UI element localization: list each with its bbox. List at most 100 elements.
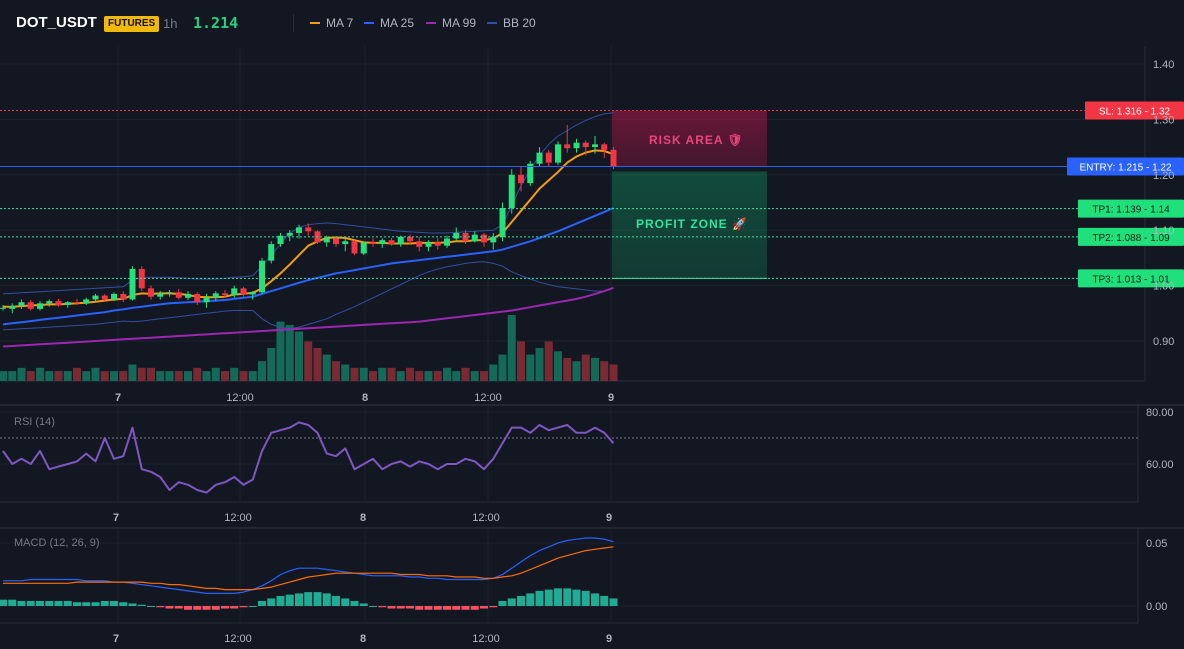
macd-histogram-bar	[452, 606, 461, 610]
legend-bb20[interactable]: BB 20	[487, 16, 536, 30]
macd-histogram-bar	[433, 606, 442, 610]
stop-loss-tag: SL: 1.316 - 1.32	[1099, 107, 1171, 118]
candle-body	[0, 307, 6, 309]
macd-histogram-bar	[174, 606, 183, 609]
macd-title: MACD (12, 26, 9)	[14, 537, 100, 549]
volume-bar	[535, 348, 544, 381]
candle-body	[518, 174, 524, 184]
candle-body	[240, 288, 247, 295]
macd-histogram-bar	[498, 600, 507, 606]
macd-histogram-bar	[332, 595, 340, 606]
candle-body	[55, 301, 62, 305]
risk-area-label: RISK AREA 🛡	[649, 133, 744, 147]
volume-bar	[507, 315, 516, 381]
timeframe-label[interactable]: 1h	[163, 16, 178, 31]
volume-bar	[276, 321, 285, 381]
macd-histogram-bar	[221, 606, 229, 609]
ma25-swatch	[364, 21, 374, 24]
candle-body	[397, 236, 404, 245]
price-tick-label: 1.00	[1153, 281, 1174, 293]
chart-header: DOT_USDT FUTURES 1h 1.214 MA 7 MA 25 MA …	[0, 0, 1184, 46]
ma99-line	[2, 286, 614, 348]
macd-histogram-bar	[396, 606, 405, 609]
candle-body	[166, 292, 173, 294]
candle-body	[92, 295, 99, 300]
candle-body	[18, 302, 25, 307]
legend-ma99[interactable]: MA 99	[426, 16, 476, 30]
candle-body	[305, 227, 312, 232]
volume-bar	[295, 331, 303, 381]
candle-body	[527, 163, 534, 184]
time-tick-label: 9	[606, 512, 612, 524]
legend-bb20-label: BB 20	[503, 16, 536, 30]
macd-histogram-bar	[295, 593, 303, 606]
symbol-name[interactable]: DOT_USDT	[16, 14, 97, 31]
take-profit-3-tag: TP3: 1.013 - 1.01	[1092, 274, 1170, 285]
candle-body	[545, 152, 552, 163]
candle-body	[388, 240, 395, 245]
volume-bar	[480, 371, 488, 381]
macd-histogram-bar	[526, 593, 535, 606]
macd-histogram-bar	[36, 600, 44, 606]
candle-body	[37, 303, 43, 309]
legend-ma7[interactable]: MA 7	[310, 16, 353, 30]
price-tick-label: 1.20	[1153, 170, 1174, 182]
volume-bar	[184, 371, 192, 381]
macd-histogram-bar	[0, 599, 7, 606]
macd-histogram-bar	[45, 600, 54, 606]
volume-bar	[378, 367, 387, 381]
price-tick-label: 1.40	[1153, 59, 1174, 71]
volume-bar	[406, 367, 414, 381]
volume-bar	[17, 367, 26, 381]
futures-badge: FUTURES	[104, 16, 160, 32]
macd-histogram-bar	[258, 600, 266, 606]
volume-bar	[36, 367, 44, 381]
volume-bar	[452, 371, 461, 381]
candle-body	[370, 242, 376, 245]
volume-bar	[498, 354, 507, 381]
macd-histogram-bar	[415, 606, 424, 610]
volume-bar	[415, 371, 424, 381]
volume-bar	[544, 341, 553, 381]
volume-bar	[202, 371, 211, 381]
macd-histogram-bar	[147, 606, 155, 607]
candle-body	[268, 244, 275, 261]
candle-body	[296, 227, 302, 233]
macd-histogram-bar	[480, 606, 488, 609]
candle-body	[592, 144, 598, 148]
volume-bar	[322, 354, 331, 381]
profit-zone-label: PROFIT ZONE 🚀	[636, 217, 748, 231]
macd-histogram-bar	[119, 602, 128, 606]
candle-body	[148, 288, 154, 297]
grid	[0, 46, 1145, 623]
bb20-swatch	[487, 21, 497, 24]
volume-bar	[600, 361, 609, 381]
time-tick-label: 7	[113, 633, 119, 645]
candlesticks	[0, 124, 617, 314]
volume-bar	[267, 348, 276, 381]
time-tick-label: 12:00	[472, 633, 500, 645]
macd-histogram-bar	[193, 606, 202, 610]
macd-histogram-bar	[285, 594, 294, 606]
macd-histogram-bar	[82, 602, 91, 606]
macd-histogram-bar	[517, 595, 525, 606]
macd-histogram-bar	[507, 598, 516, 606]
macd-histogram-bar	[341, 598, 350, 606]
candle-body	[277, 235, 284, 245]
volume-bar	[128, 364, 137, 381]
volume-bar	[258, 361, 266, 381]
macd-histogram-bar	[128, 603, 137, 606]
volume-bar	[313, 348, 322, 381]
volume-bar	[433, 371, 442, 381]
entry-tag-bg	[1067, 157, 1184, 176]
candle-body	[222, 293, 228, 296]
legend-ma25[interactable]: MA 25	[364, 16, 414, 30]
macd-histogram-bar	[230, 606, 239, 609]
candle-body	[536, 152, 543, 164]
candle-body	[434, 242, 441, 246]
macd-histogram-bar	[304, 592, 313, 606]
rsi-tick-label: 60.00	[1146, 459, 1174, 471]
candle-body	[46, 301, 53, 304]
volume-bar	[554, 351, 562, 381]
